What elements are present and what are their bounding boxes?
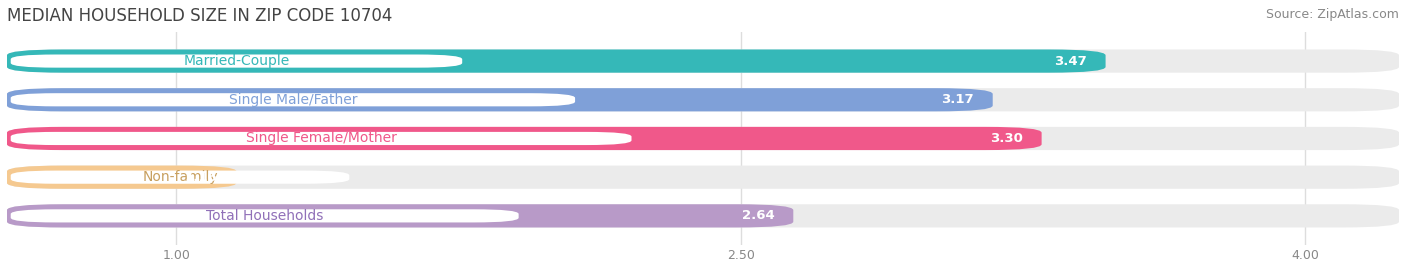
Text: Source: ZipAtlas.com: Source: ZipAtlas.com [1265,8,1399,21]
FancyBboxPatch shape [7,88,1399,111]
FancyBboxPatch shape [11,171,349,184]
Text: 3.47: 3.47 [1054,55,1087,68]
Text: 3.30: 3.30 [990,132,1022,145]
FancyBboxPatch shape [11,93,575,106]
Text: 2.64: 2.64 [742,209,775,222]
Text: Total Households: Total Households [207,209,323,223]
FancyBboxPatch shape [11,209,519,222]
Text: Married-Couple: Married-Couple [183,54,290,68]
FancyBboxPatch shape [7,127,1399,150]
Text: Non-family: Non-family [142,170,218,184]
Text: 1.16: 1.16 [186,171,218,184]
Text: Single Male/Father: Single Male/Father [229,93,357,107]
FancyBboxPatch shape [7,204,793,228]
FancyBboxPatch shape [7,165,236,189]
FancyBboxPatch shape [7,127,1042,150]
FancyBboxPatch shape [7,165,1399,189]
FancyBboxPatch shape [7,204,1399,228]
FancyBboxPatch shape [11,132,631,145]
FancyBboxPatch shape [7,49,1105,73]
Text: 3.17: 3.17 [941,93,974,106]
Text: Single Female/Mother: Single Female/Mother [246,132,396,146]
FancyBboxPatch shape [7,49,1399,73]
FancyBboxPatch shape [11,55,463,68]
Text: MEDIAN HOUSEHOLD SIZE IN ZIP CODE 10704: MEDIAN HOUSEHOLD SIZE IN ZIP CODE 10704 [7,7,392,25]
FancyBboxPatch shape [7,88,993,111]
